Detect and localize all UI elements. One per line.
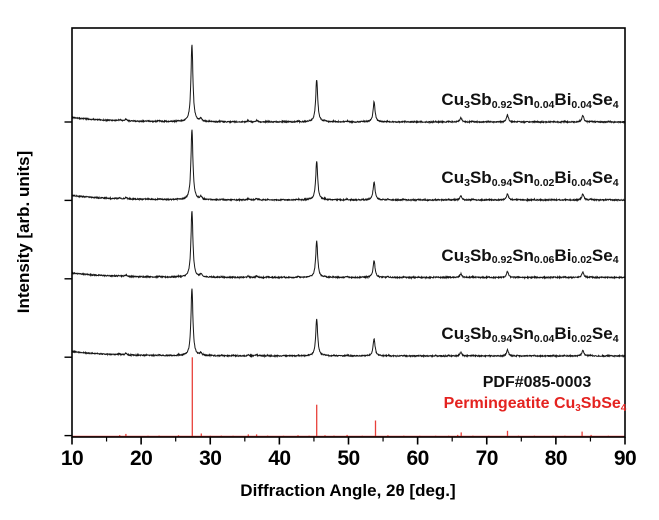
series-label-3: Cu3Sb0.92Sn0.06Bi0.02Se4: [441, 245, 619, 267]
x-tick-label: 60: [406, 447, 429, 470]
series-label-1: Cu3Sb0.92Sn0.04Bi0.04Se4: [441, 90, 619, 111]
y-axis-title: Intensity [arb. units]: [14, 150, 33, 314]
x-tick-label: 10: [60, 447, 84, 470]
series-label-2: Cu3Sb0.94Sn0.02Bi0.04Se4: [441, 168, 619, 189]
reference-phase-label: Permingeatite Cu3SbSe4: [443, 395, 627, 414]
x-tick-label: 80: [544, 447, 568, 470]
series-label-4: Cu3Sb0.94Sn0.04Bi0.02Se4: [441, 324, 619, 345]
x-axis-title: Diffraction Angle, 2θ [deg.]: [240, 481, 456, 500]
x-tick-label: 50: [337, 447, 360, 470]
xrd-curve: [71, 44, 626, 125]
x-tick-label: 30: [199, 447, 222, 470]
xrd-curve: [71, 211, 626, 280]
xrd-curve: [71, 129, 626, 203]
reference-pdf-label: PDF#085-0003: [482, 374, 592, 391]
x-tick-label: 90: [613, 447, 637, 470]
xrd-curve: [71, 288, 626, 359]
x-tick-label: 70: [475, 447, 499, 470]
x-tick-label: 20: [129, 447, 153, 470]
x-tick-label: 40: [268, 447, 291, 470]
